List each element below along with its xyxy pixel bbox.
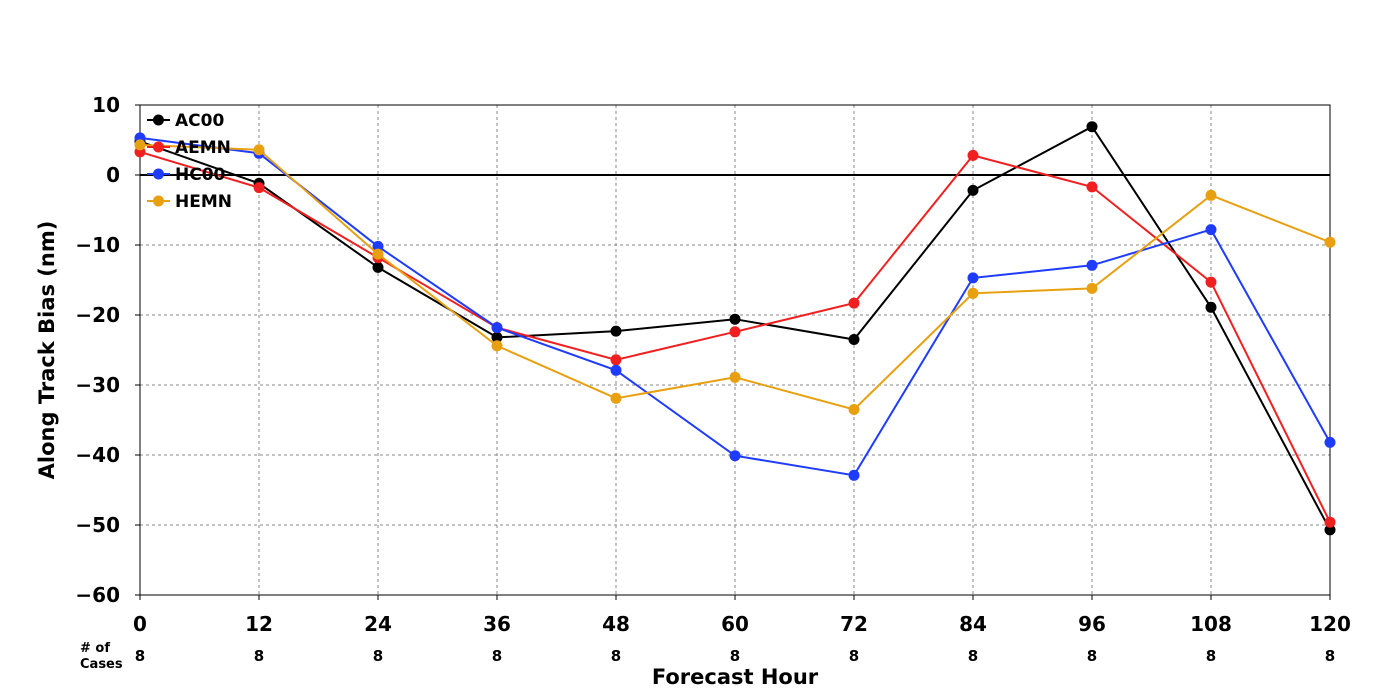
- point-HC00-48: [610, 364, 622, 376]
- x-tick-label: 36: [483, 612, 511, 636]
- point-HEMN-96: [1086, 282, 1098, 294]
- x-axis-ticks: 0 12 24 36 48 60 72 84 96 108 120: [133, 595, 1351, 636]
- point-AC00-108: [1205, 301, 1217, 313]
- point-AC00-60: [729, 313, 741, 325]
- x-tick-label: 12: [245, 612, 273, 636]
- cases-label-line-2: Cases: [80, 657, 123, 672]
- grid-lines: [140, 105, 1330, 595]
- legend-label: HC00: [175, 165, 226, 185]
- x-tick-label: 96: [1078, 612, 1106, 636]
- case-count: 8: [730, 647, 740, 665]
- point-AEMN-12: [253, 182, 265, 194]
- point-HC00-108: [1205, 224, 1217, 236]
- y-tick-label: −50: [75, 513, 120, 537]
- point-HEMN-60: [729, 371, 741, 383]
- point-HC00-96: [1086, 259, 1098, 271]
- case-count: 8: [1325, 647, 1335, 665]
- case-count: 8: [1087, 647, 1097, 665]
- case-count: 8: [254, 647, 264, 665]
- legend-marker-icon: [153, 114, 164, 126]
- point-AC00-96: [1086, 121, 1098, 133]
- legend-item-AC00: AC00: [147, 111, 224, 131]
- point-HEMN-48: [610, 392, 622, 404]
- x-tick-label: 48: [602, 612, 630, 636]
- point-HEMN-24: [372, 248, 384, 260]
- y-axis-label: Along Track Bias (nm): [35, 221, 59, 480]
- point-AEMN-60: [729, 326, 741, 338]
- x-axis-label: Forecast Hour: [652, 665, 819, 689]
- case-count: 8: [135, 647, 145, 665]
- case-count: 8: [849, 647, 859, 665]
- point-HEMN-108: [1205, 189, 1217, 201]
- point-AEMN-72: [848, 297, 860, 309]
- point-AEMN-96: [1086, 181, 1098, 193]
- case-count: 8: [373, 647, 383, 665]
- y-tick-label: −20: [75, 303, 120, 327]
- point-AC00-24: [372, 261, 384, 273]
- point-HEMN-0: [134, 139, 146, 151]
- x-tick-label: 0: [133, 612, 147, 636]
- legend-marker-icon: [153, 168, 164, 180]
- y-tick-label: −10: [75, 233, 120, 257]
- point-HC00-72: [848, 469, 860, 481]
- y-tick-label: −30: [75, 373, 120, 397]
- point-HEMN-84: [967, 287, 979, 299]
- point-AC00-120: [1324, 524, 1336, 536]
- series-HEMN: [134, 139, 1336, 415]
- cases-label-line-1: # of: [80, 641, 110, 656]
- y-tick-label: −60: [75, 583, 120, 607]
- series-HC00: [134, 132, 1336, 481]
- x-tick-label: 60: [721, 612, 749, 636]
- x-tick-label: 108: [1190, 612, 1232, 636]
- legend-item-HC00: HC00: [147, 165, 226, 185]
- point-AC00-36: [491, 331, 503, 343]
- point-HC00-120: [1324, 436, 1336, 448]
- point-HC00-36: [491, 322, 503, 334]
- point-HEMN-36: [491, 340, 503, 352]
- point-AEMN-48: [610, 354, 622, 366]
- legend-label: AEMN: [175, 138, 231, 158]
- point-AC00-84: [967, 184, 979, 196]
- legend-item-AEMN: AEMN: [147, 138, 231, 158]
- x-tick-label: 72: [840, 612, 868, 636]
- legend-marker-icon: [153, 141, 164, 153]
- point-HEMN-12: [253, 144, 265, 156]
- point-AEMN-108: [1205, 276, 1217, 288]
- y-tick-label: 0: [106, 163, 120, 187]
- point-HC00-24: [372, 240, 384, 252]
- point-HC00-84: [967, 272, 979, 284]
- point-HEMN-120: [1324, 236, 1336, 248]
- y-tick-label: −40: [75, 443, 120, 467]
- point-AEMN-120: [1324, 516, 1336, 528]
- case-count: 8: [611, 647, 621, 665]
- legend-marker-icon: [153, 195, 164, 207]
- legend-item-HEMN: HEMN: [147, 192, 232, 212]
- point-AEMN-84: [967, 149, 979, 161]
- point-HEMN-72: [848, 404, 860, 415]
- y-tick-label: 10: [92, 93, 120, 117]
- case-counts: 8 8 8 8 8 8 8 8 8 8 8: [135, 647, 1335, 665]
- x-tick-label: 84: [959, 612, 987, 636]
- x-tick-label: 24: [364, 612, 392, 636]
- point-AC00-48: [610, 325, 622, 337]
- legend-label: AC00: [175, 111, 224, 131]
- y-axis-ticks: 10 0 −10 −20 −30 −40 −50 −60: [75, 93, 140, 607]
- case-count: 8: [492, 647, 502, 665]
- series-layer: [134, 121, 1336, 536]
- point-AC00-72: [848, 334, 860, 345]
- case-count: 8: [1206, 647, 1216, 665]
- series-AEMN: [134, 146, 1336, 528]
- legend: AC00 AEMN HC00 HEMN: [147, 111, 232, 212]
- case-count: 8: [968, 647, 978, 665]
- legend-label: HEMN: [175, 192, 232, 212]
- point-HC00-60: [729, 450, 741, 462]
- x-tick-label: 120: [1309, 612, 1351, 636]
